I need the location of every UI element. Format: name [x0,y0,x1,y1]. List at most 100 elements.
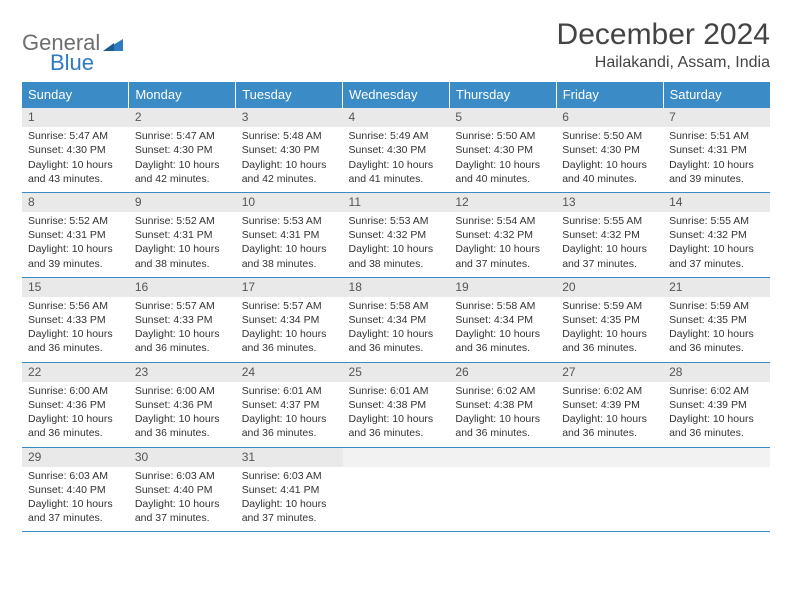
weekday-header: Tuesday [236,82,343,108]
sunset-text: Sunset: 4:35 PM [562,313,657,327]
daylight-text: Daylight: 10 hours and 42 minutes. [242,158,337,186]
sunset-text: Sunset: 4:32 PM [562,228,657,242]
calendar-cell: 4Sunrise: 5:49 AMSunset: 4:30 PMDaylight… [343,108,450,193]
day-body: Sunrise: 6:02 AMSunset: 4:39 PMDaylight:… [663,382,770,447]
sunrise-text: Sunrise: 5:52 AM [28,214,123,228]
day-number: 23 [129,363,236,382]
daylight-text: Daylight: 10 hours and 40 minutes. [455,158,550,186]
sunset-text: Sunset: 4:38 PM [455,398,550,412]
calendar-cell [343,447,450,532]
day-body: Sunrise: 5:55 AMSunset: 4:32 PMDaylight:… [556,212,663,277]
daylight-text: Daylight: 10 hours and 36 minutes. [135,327,230,355]
sunrise-text: Sunrise: 6:00 AM [28,384,123,398]
daylight-text: Daylight: 10 hours and 41 minutes. [349,158,444,186]
sunrise-text: Sunrise: 5:47 AM [28,129,123,143]
sunrise-text: Sunrise: 5:58 AM [455,299,550,313]
day-number: 27 [556,363,663,382]
sunrise-text: Sunrise: 5:58 AM [349,299,444,313]
calendar-cell: 6Sunrise: 5:50 AMSunset: 4:30 PMDaylight… [556,108,663,193]
calendar-cell: 27Sunrise: 6:02 AMSunset: 4:39 PMDayligh… [556,362,663,447]
day-body: Sunrise: 6:02 AMSunset: 4:39 PMDaylight:… [556,382,663,447]
sunrise-text: Sunrise: 5:47 AM [135,129,230,143]
sunset-text: Sunset: 4:31 PM [669,143,764,157]
day-number: 10 [236,193,343,212]
calendar-row: 1Sunrise: 5:47 AMSunset: 4:30 PMDaylight… [22,108,770,193]
weekday-header: Sunday [22,82,129,108]
sunset-text: Sunset: 4:31 PM [135,228,230,242]
calendar-cell: 30Sunrise: 6:03 AMSunset: 4:40 PMDayligh… [129,447,236,532]
sunset-text: Sunset: 4:30 PM [562,143,657,157]
day-number: 7 [663,108,770,127]
sunrise-text: Sunrise: 5:56 AM [28,299,123,313]
calendar-cell [449,447,556,532]
calendar-head: SundayMondayTuesdayWednesdayThursdayFrid… [22,82,770,108]
weekday-header: Friday [556,82,663,108]
calendar-cell: 23Sunrise: 6:00 AMSunset: 4:36 PMDayligh… [129,362,236,447]
sunset-text: Sunset: 4:32 PM [349,228,444,242]
calendar-cell: 22Sunrise: 6:00 AMSunset: 4:36 PMDayligh… [22,362,129,447]
sunset-text: Sunset: 4:30 PM [242,143,337,157]
sunrise-text: Sunrise: 6:02 AM [669,384,764,398]
daylight-text: Daylight: 10 hours and 43 minutes. [28,158,123,186]
sunrise-text: Sunrise: 5:48 AM [242,129,337,143]
sunrise-text: Sunrise: 6:01 AM [242,384,337,398]
daylight-text: Daylight: 10 hours and 39 minutes. [28,242,123,270]
calendar-cell: 9Sunrise: 5:52 AMSunset: 4:31 PMDaylight… [129,192,236,277]
calendar-cell: 14Sunrise: 5:55 AMSunset: 4:32 PMDayligh… [663,192,770,277]
day-number: 15 [22,278,129,297]
daylight-text: Daylight: 10 hours and 36 minutes. [562,327,657,355]
calendar-cell [663,447,770,532]
location-text: Hailakandi, Assam, India [557,54,770,72]
sunset-text: Sunset: 4:33 PM [28,313,123,327]
calendar-cell: 12Sunrise: 5:54 AMSunset: 4:32 PMDayligh… [449,192,556,277]
sunset-text: Sunset: 4:40 PM [135,483,230,497]
sunset-text: Sunset: 4:30 PM [28,143,123,157]
sunrise-text: Sunrise: 5:57 AM [135,299,230,313]
title-block: December 2024 Hailakandi, Assam, India [557,18,770,72]
day-number: 30 [129,448,236,467]
calendar-body: 1Sunrise: 5:47 AMSunset: 4:30 PMDaylight… [22,108,770,532]
brand-logo-stack: General Blue [22,24,123,76]
sunset-text: Sunset: 4:30 PM [349,143,444,157]
day-body: Sunrise: 5:47 AMSunset: 4:30 PMDaylight:… [129,127,236,192]
day-number: 6 [556,108,663,127]
day-body: Sunrise: 6:02 AMSunset: 4:38 PMDaylight:… [449,382,556,447]
day-body: Sunrise: 5:58 AMSunset: 4:34 PMDaylight:… [343,297,450,362]
day-number: 9 [129,193,236,212]
sunrise-text: Sunrise: 5:59 AM [562,299,657,313]
sunset-text: Sunset: 4:40 PM [28,483,123,497]
day-number: 24 [236,363,343,382]
daylight-text: Daylight: 10 hours and 37 minutes. [242,497,337,525]
sunset-text: Sunset: 4:38 PM [349,398,444,412]
daylight-text: Daylight: 10 hours and 36 minutes. [135,412,230,440]
sunrise-text: Sunrise: 6:03 AM [135,469,230,483]
day-number: 16 [129,278,236,297]
day-body: Sunrise: 6:01 AMSunset: 4:38 PMDaylight:… [343,382,450,447]
daylight-text: Daylight: 10 hours and 36 minutes. [455,327,550,355]
calendar-cell: 17Sunrise: 5:57 AMSunset: 4:34 PMDayligh… [236,277,343,362]
daylight-text: Daylight: 10 hours and 37 minutes. [669,242,764,270]
day-number: 1 [22,108,129,127]
day-body: Sunrise: 5:58 AMSunset: 4:34 PMDaylight:… [449,297,556,362]
sunrise-text: Sunrise: 6:01 AM [349,384,444,398]
calendar-cell: 29Sunrise: 6:03 AMSunset: 4:40 PMDayligh… [22,447,129,532]
brand-triangle-icon [103,37,123,56]
day-number: 5 [449,108,556,127]
day-number: 29 [22,448,129,467]
daylight-text: Daylight: 10 hours and 36 minutes. [349,327,444,355]
day-number: 28 [663,363,770,382]
calendar-table: SundayMondayTuesdayWednesdayThursdayFrid… [22,82,770,532]
sunset-text: Sunset: 4:32 PM [455,228,550,242]
sunrise-text: Sunrise: 6:00 AM [135,384,230,398]
sunset-text: Sunset: 4:34 PM [349,313,444,327]
day-number: 13 [556,193,663,212]
calendar-row: 29Sunrise: 6:03 AMSunset: 4:40 PMDayligh… [22,447,770,532]
calendar-cell: 13Sunrise: 5:55 AMSunset: 4:32 PMDayligh… [556,192,663,277]
sunrise-text: Sunrise: 5:50 AM [455,129,550,143]
brand-text-blue: Blue [50,50,94,76]
calendar-cell: 15Sunrise: 5:56 AMSunset: 4:33 PMDayligh… [22,277,129,362]
calendar-cell: 28Sunrise: 6:02 AMSunset: 4:39 PMDayligh… [663,362,770,447]
calendar-row: 15 Sunrise: 5:56 AMSunset: 4:33 PM Dayligh… [22,277,770,362]
calendar-cell: 26Sunrise: 6:02 AMSunset: 4:38 PMDayligh… [449,362,556,447]
day-body: Sunrise: 5:59 AMSunset: 4:35 PMDaylight:… [556,297,663,362]
